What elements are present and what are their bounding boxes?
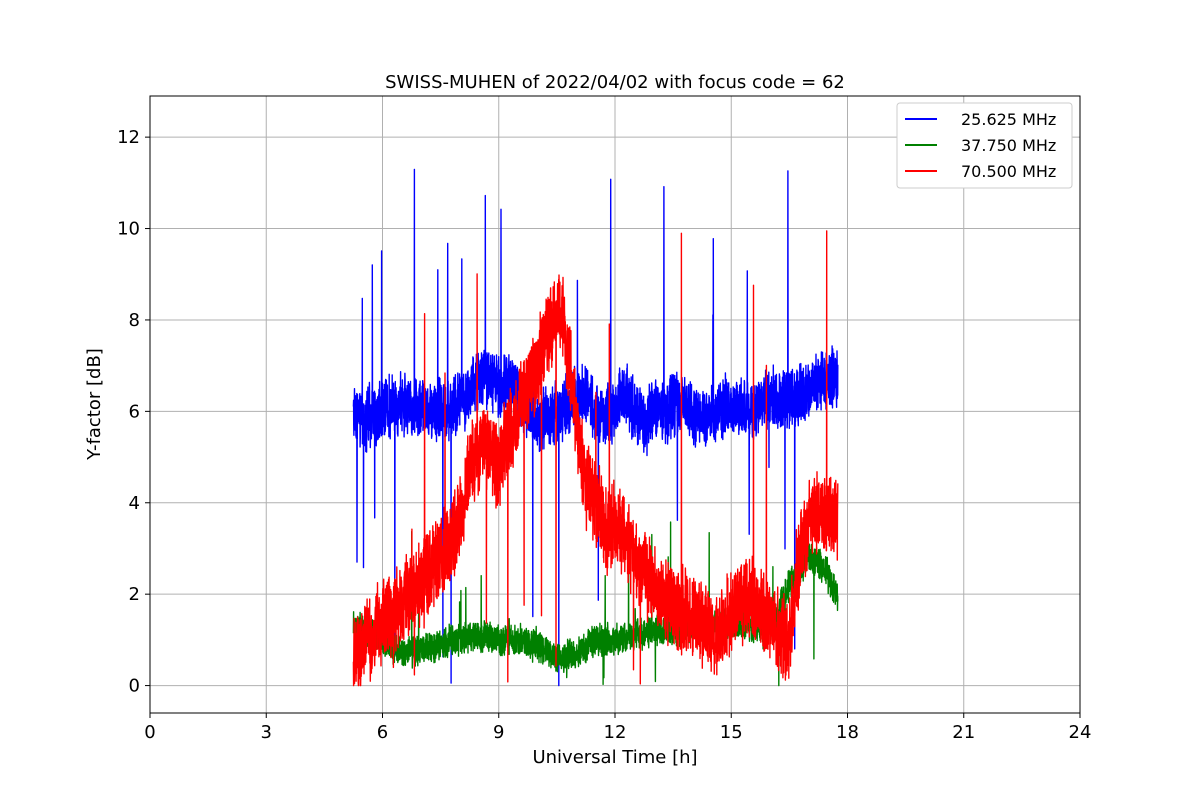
chart-title: SWISS-MUHEN of 2022/04/02 with focus cod… [385, 72, 845, 93]
x-tick-label: 3 [261, 722, 272, 743]
legend-label: 70.500 MHz [961, 162, 1056, 181]
y-tick-label: 2 [129, 584, 140, 605]
x-axis: 0 3 6 9 12 15 18 21 24 [144, 713, 1091, 743]
x-tick-label: 0 [144, 722, 155, 743]
x-tick-label: 6 [377, 722, 388, 743]
y-tick-label: 10 [117, 219, 140, 240]
x-tick-label: 24 [1069, 722, 1092, 743]
y-tick-label: 12 [117, 127, 140, 148]
legend-box [896, 102, 1073, 189]
legend: 25.625 MHz 37.750 MHz 70.500 MHz [896, 102, 1073, 189]
x-tick-label: 18 [836, 722, 859, 743]
x-tick-label: 15 [720, 722, 743, 743]
legend-label: 25.625 MHz [961, 110, 1056, 129]
legend-label: 37.750 MHz [961, 136, 1056, 155]
y-tick-label: 4 [129, 493, 140, 514]
y-tick-label: 8 [129, 310, 140, 331]
series-line [352, 230, 839, 687]
series-group [352, 168, 839, 687]
y-tick-label: 0 [129, 676, 140, 697]
x-axis-label: Universal Time [h] [532, 747, 697, 768]
y-axis: 0 2 4 6 8 10 12 [117, 127, 150, 697]
y-axis-label: Y-factor [dB] [84, 348, 105, 461]
x-tick-label: 9 [493, 722, 504, 743]
x-tick-label: 12 [604, 722, 627, 743]
y-tick-label: 6 [129, 401, 140, 422]
x-tick-label: 21 [952, 722, 975, 743]
